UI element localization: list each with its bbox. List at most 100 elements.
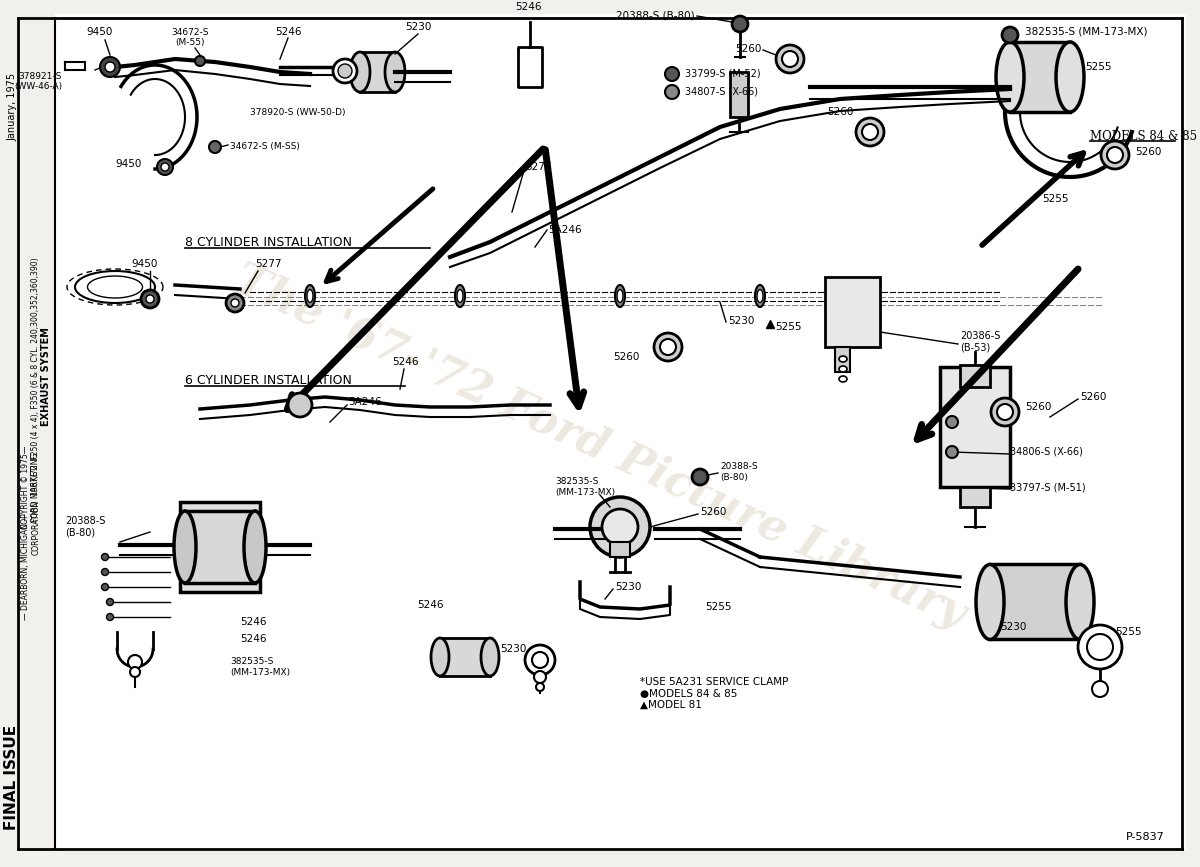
Circle shape xyxy=(157,159,173,175)
Circle shape xyxy=(782,51,798,67)
Circle shape xyxy=(102,553,108,560)
Circle shape xyxy=(946,416,958,428)
Text: COPYRIGHT © 1975—: COPYRIGHT © 1975— xyxy=(22,446,30,529)
Circle shape xyxy=(534,671,546,683)
Ellipse shape xyxy=(88,276,143,298)
Text: 5255: 5255 xyxy=(1085,62,1111,72)
Text: 5230: 5230 xyxy=(616,582,641,592)
Text: 5246: 5246 xyxy=(391,357,419,367)
Bar xyxy=(440,638,490,676)
Text: 5277: 5277 xyxy=(256,259,282,269)
Text: 5230: 5230 xyxy=(404,22,431,32)
Text: 9450: 9450 xyxy=(132,259,158,269)
Circle shape xyxy=(776,45,804,73)
Text: MODELS 84 & 85: MODELS 84 & 85 xyxy=(1090,131,1198,144)
Circle shape xyxy=(1102,141,1129,169)
Text: 5246: 5246 xyxy=(240,634,266,644)
Ellipse shape xyxy=(996,42,1024,112)
Circle shape xyxy=(338,64,352,78)
Circle shape xyxy=(1087,634,1114,660)
Text: 5230: 5230 xyxy=(1000,622,1026,632)
Text: 34672-S (M-SS): 34672-S (M-SS) xyxy=(230,142,300,152)
Ellipse shape xyxy=(481,638,499,676)
Circle shape xyxy=(732,16,748,32)
Ellipse shape xyxy=(1066,564,1094,640)
Circle shape xyxy=(128,655,142,669)
Circle shape xyxy=(102,583,108,590)
Bar xyxy=(835,347,850,372)
Ellipse shape xyxy=(457,290,463,303)
Bar xyxy=(180,502,260,592)
Bar xyxy=(185,511,256,583)
Circle shape xyxy=(946,446,958,458)
Ellipse shape xyxy=(385,52,406,92)
Bar xyxy=(730,72,748,117)
Ellipse shape xyxy=(455,285,466,307)
Text: 8 CYLINDER INSTALLATION: 8 CYLINDER INSTALLATION xyxy=(185,237,352,250)
Bar xyxy=(940,367,1010,487)
Text: 5260: 5260 xyxy=(700,507,726,517)
Text: The '67-'72 Ford Picture Library: The '67-'72 Ford Picture Library xyxy=(227,257,973,636)
Circle shape xyxy=(665,85,679,99)
Bar xyxy=(960,487,990,507)
Bar xyxy=(1010,42,1070,112)
Circle shape xyxy=(1078,625,1122,669)
Text: 5255: 5255 xyxy=(1042,194,1068,204)
Circle shape xyxy=(1108,147,1123,163)
Text: 34806-S (X-66): 34806-S (X-66) xyxy=(1010,447,1082,457)
Text: 20388-S
(B-80): 20388-S (B-80) xyxy=(65,516,106,538)
Circle shape xyxy=(102,569,108,576)
Text: 34672-S
(M-55): 34672-S (M-55) xyxy=(172,28,209,47)
Text: 378920-S (WW-50-D): 378920-S (WW-50-D) xyxy=(250,108,346,116)
Text: P-5837: P-5837 xyxy=(1127,832,1165,842)
Circle shape xyxy=(862,124,878,140)
Text: 5260: 5260 xyxy=(736,44,762,54)
Ellipse shape xyxy=(757,290,763,303)
Text: EXHAUST SYSTEM: EXHAUST SYSTEM xyxy=(41,328,50,427)
Circle shape xyxy=(288,393,312,417)
Text: 5255: 5255 xyxy=(1115,627,1141,637)
Text: 34807-S (X-66): 34807-S (X-66) xyxy=(685,87,758,97)
Circle shape xyxy=(142,290,158,308)
Circle shape xyxy=(590,497,650,557)
Circle shape xyxy=(654,333,682,361)
Ellipse shape xyxy=(839,376,847,382)
Text: January, 1975: January, 1975 xyxy=(7,73,17,141)
Text: 20388-S (B-80): 20388-S (B-80) xyxy=(617,11,695,21)
Circle shape xyxy=(230,299,239,307)
Text: 5A246: 5A246 xyxy=(548,225,582,235)
Circle shape xyxy=(194,56,205,66)
Text: 20386-S
(B-53): 20386-S (B-53) xyxy=(960,331,1001,353)
Circle shape xyxy=(226,294,244,312)
Circle shape xyxy=(526,645,554,675)
Text: 5260: 5260 xyxy=(1080,392,1106,402)
Text: 20388-S
(B-80): 20388-S (B-80) xyxy=(720,462,757,482)
Text: 9450: 9450 xyxy=(86,27,113,37)
Text: 5246: 5246 xyxy=(240,617,266,627)
Text: 33799-S (M-52): 33799-S (M-52) xyxy=(685,69,761,79)
Text: 6 CYLINDER INSTALLATION: 6 CYLINDER INSTALLATION xyxy=(185,375,352,388)
Ellipse shape xyxy=(431,638,449,676)
Text: 9450: 9450 xyxy=(115,159,142,169)
Circle shape xyxy=(1002,27,1018,43)
Ellipse shape xyxy=(350,52,370,92)
Ellipse shape xyxy=(755,285,766,307)
Text: 5260: 5260 xyxy=(1025,402,1051,412)
Text: FORD MARKETING: FORD MARKETING xyxy=(31,453,41,522)
Text: 33797-S (M-51): 33797-S (M-51) xyxy=(1010,482,1086,492)
Ellipse shape xyxy=(839,356,847,362)
Text: CORPORATION: CORPORATION xyxy=(31,499,41,555)
Ellipse shape xyxy=(617,290,623,303)
Circle shape xyxy=(997,404,1013,420)
Circle shape xyxy=(334,59,358,83)
Text: 382535-S
(MM-173-MX): 382535-S (MM-173-MX) xyxy=(554,478,616,497)
Text: 5246: 5246 xyxy=(416,600,443,610)
Circle shape xyxy=(532,652,548,668)
Circle shape xyxy=(692,469,708,485)
Bar xyxy=(990,564,1080,639)
Text: 5246: 5246 xyxy=(515,2,541,12)
Circle shape xyxy=(856,118,884,146)
Bar xyxy=(360,52,395,92)
Circle shape xyxy=(665,67,679,81)
Ellipse shape xyxy=(74,271,155,303)
